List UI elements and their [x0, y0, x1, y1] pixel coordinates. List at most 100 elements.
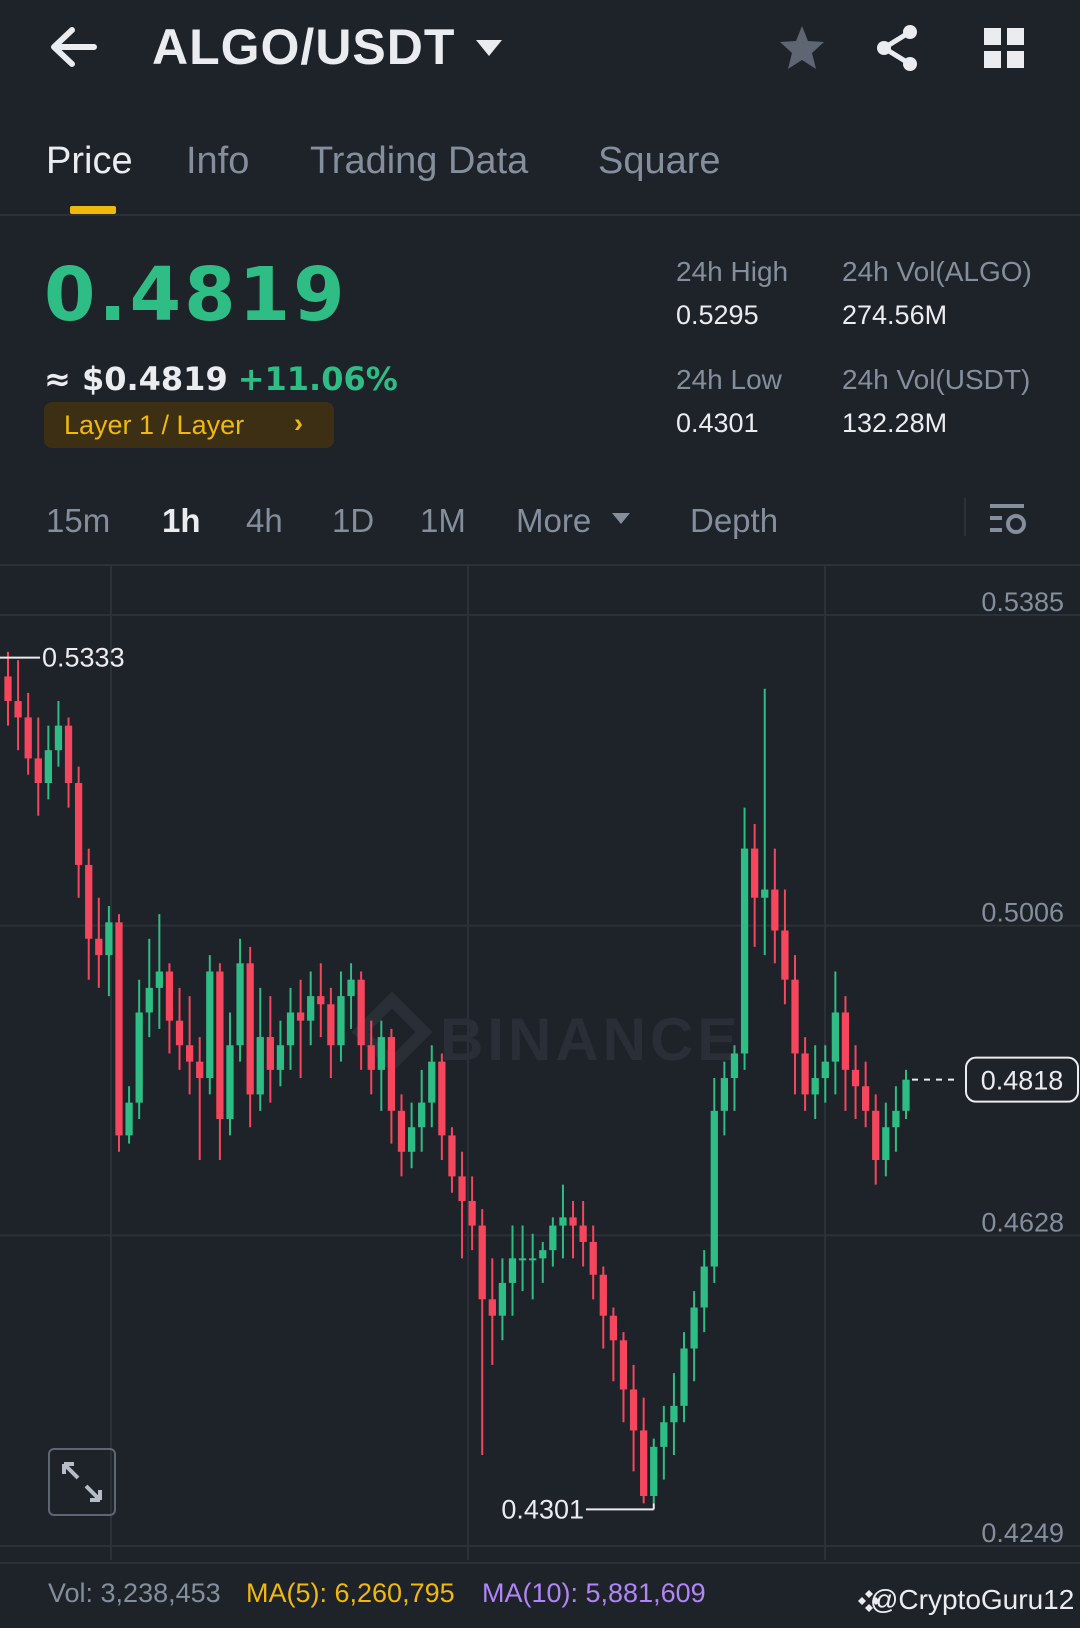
- caret-down-icon[interactable]: [472, 34, 506, 62]
- candle-body: [862, 1086, 870, 1111]
- chart-settings-icon[interactable]: [988, 500, 1028, 538]
- candle-body: [508, 1258, 517, 1283]
- candle-body: [115, 922, 123, 1136]
- interval-1m[interactable]: 1M: [420, 502, 466, 539]
- candle-body: [327, 1004, 335, 1046]
- candle-body: [660, 1422, 668, 1447]
- candle-body: [347, 979, 355, 997]
- candle-body: [872, 1110, 880, 1160]
- expand-icon: [62, 1462, 102, 1502]
- candle-body: [549, 1225, 557, 1251]
- vol-quote-value: 132.28M: [842, 408, 948, 438]
- tab-trading-data[interactable]: Trading Data: [310, 140, 529, 182]
- candle-body: [690, 1307, 698, 1349]
- candle-body: [236, 963, 244, 1046]
- vol-base-value: 274.56M: [842, 300, 948, 330]
- candlestick-chart[interactable]: 0.5385 0.5006 0.4628 0.4249 BINANCE 0.5333 0.4…: [0, 566, 1080, 1562]
- high-value: 0.5295: [676, 300, 759, 330]
- candle-body: [821, 1061, 829, 1079]
- candle-body: [397, 1110, 406, 1152]
- interval-1d[interactable]: 1D: [332, 502, 375, 539]
- candle-body: [44, 750, 52, 784]
- candle-body: [730, 1053, 739, 1079]
- tab-square[interactable]: Square: [598, 140, 721, 182]
- candle-body: [851, 1069, 860, 1087]
- y-axis-tick-label: 0.5006: [981, 898, 1064, 928]
- pair-title[interactable]: ALGO/USDT: [152, 19, 456, 75]
- y-axis-tick-label: 0.5385: [981, 587, 1064, 617]
- candle-body: [125, 1102, 133, 1136]
- volume-ma10: MA(10): 5,881,609: [482, 1578, 706, 1608]
- candle-body: [155, 971, 163, 988]
- candle-body: [74, 783, 83, 865]
- candle-body: [276, 1045, 285, 1070]
- high-marker-label: 0.5333: [42, 643, 125, 673]
- category-tag-label: Layer 1 / Layer: [64, 410, 245, 440]
- tab-info[interactable]: Info: [186, 140, 250, 182]
- volume-ma5: MA(5): 6,260,795: [246, 1578, 455, 1608]
- interval-depth[interactable]: Depth: [690, 502, 779, 539]
- low-marker-label: 0.4301: [501, 1494, 584, 1524]
- candle-body: [307, 996, 315, 1021]
- candle-body: [34, 758, 42, 784]
- candle-body: [246, 963, 254, 1095]
- y-axis-tick-label: 0.4628: [981, 1207, 1064, 1237]
- back-arrow-icon[interactable]: [48, 24, 100, 70]
- y-axis-tick-label: 0.4249: [981, 1518, 1064, 1548]
- chevron-right-icon: ›: [294, 408, 303, 438]
- candle-body: [4, 676, 12, 702]
- candle-body: [95, 938, 103, 956]
- top-bar: ALGO/USDT: [0, 0, 1080, 100]
- star-icon[interactable]: [776, 22, 828, 74]
- candle-body: [64, 725, 73, 784]
- interval-1h[interactable]: 1h: [162, 502, 201, 539]
- candle-body: [418, 1102, 426, 1128]
- interval-15m[interactable]: 15m: [46, 502, 111, 539]
- candle-body: [892, 1110, 900, 1128]
- candle-body: [740, 848, 749, 1054]
- candle-body: [771, 889, 779, 931]
- usd-price: ≈ $0.4819: [44, 360, 228, 398]
- low-label: 24h Low: [676, 364, 782, 395]
- interval-more[interactable]: More: [516, 502, 592, 539]
- candle-body: [559, 1217, 567, 1226]
- candle-body: [569, 1217, 577, 1226]
- high-label: 24h High: [676, 256, 789, 287]
- candle-body: [791, 979, 799, 1054]
- category-tag[interactable]: Layer 1 / Layer ›: [44, 402, 334, 448]
- candle-body: [14, 701, 22, 718]
- candle-body: [438, 1061, 446, 1136]
- candle-body: [428, 1061, 436, 1103]
- candle-body: [650, 1446, 658, 1497]
- candle-body: [670, 1405, 678, 1423]
- candle-body: [85, 864, 93, 939]
- divider: [964, 498, 966, 536]
- candle-body: [599, 1274, 607, 1316]
- candle-body: [448, 1135, 456, 1177]
- interval-4h[interactable]: 4h: [246, 502, 283, 539]
- candle-body: [165, 971, 174, 1021]
- last-price: 0.4819: [44, 252, 348, 338]
- candle-body: [478, 1225, 486, 1300]
- candle-body: [266, 1037, 274, 1070]
- candle-body: [458, 1176, 466, 1201]
- vol-base-label: 24h Vol(ALGO): [842, 256, 1032, 287]
- caret-down-icon[interactable]: [610, 510, 632, 526]
- current-price-tag: [965, 1056, 1079, 1103]
- candle-body: [882, 1127, 890, 1160]
- candle-body: [710, 1110, 718, 1267]
- current-price-label: 0.4818: [981, 1066, 1064, 1096]
- usd-price-line: ≈ $0.4819 +11.06%: [44, 360, 398, 398]
- share-icon[interactable]: [872, 22, 924, 74]
- grid-icon[interactable]: [978, 22, 1030, 74]
- expand-chart-button[interactable]: [48, 1448, 116, 1516]
- tab-price[interactable]: Price: [46, 140, 133, 182]
- binance-logo-icon: [858, 1590, 880, 1612]
- divider: [0, 214, 1080, 216]
- candle-body: [337, 996, 345, 1046]
- candle-body: [831, 1012, 840, 1062]
- divider: [0, 1562, 1080, 1564]
- active-tab-indicator: [70, 206, 116, 214]
- candle-body: [175, 1020, 184, 1046]
- candle-body: [387, 1037, 396, 1111]
